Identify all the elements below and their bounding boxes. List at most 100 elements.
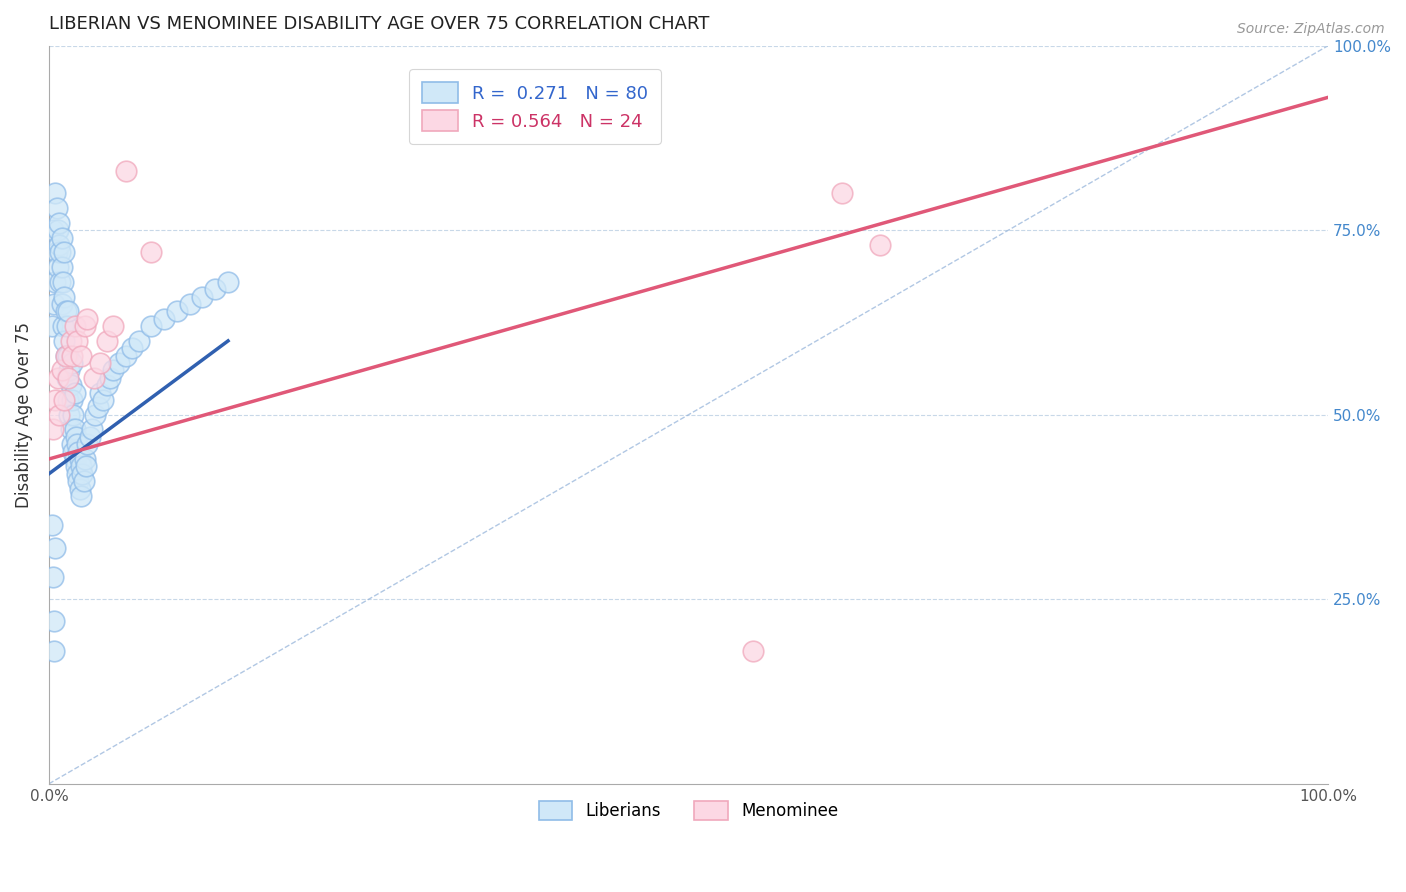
Point — [52, 275, 75, 289]
Point — [42, 570, 65, 584]
Point — [44, 186, 66, 201]
Point — [179, 297, 201, 311]
Point — [191, 290, 214, 304]
Point — [58, 363, 80, 377]
Point — [48, 408, 70, 422]
Point — [101, 363, 124, 377]
Point — [76, 311, 98, 326]
Point — [73, 319, 96, 334]
Point — [53, 392, 76, 407]
Point — [79, 430, 101, 444]
Point — [56, 371, 79, 385]
Point — [741, 644, 763, 658]
Point — [70, 459, 93, 474]
Y-axis label: Disability Age Over 75: Disability Age Over 75 — [15, 322, 32, 508]
Point — [41, 518, 63, 533]
Point — [51, 260, 73, 274]
Point — [831, 186, 853, 201]
Point — [53, 245, 76, 260]
Point — [53, 334, 76, 348]
Point — [42, 615, 65, 629]
Point — [86, 401, 108, 415]
Point — [44, 275, 66, 289]
Legend: Liberians, Menominee: Liberians, Menominee — [533, 795, 845, 827]
Point — [56, 319, 79, 334]
Point — [82, 422, 104, 436]
Point — [69, 482, 91, 496]
Point — [52, 319, 75, 334]
Point — [55, 304, 77, 318]
Point — [96, 334, 118, 348]
Point — [63, 422, 86, 436]
Point — [166, 304, 188, 318]
Point — [89, 356, 111, 370]
Point — [56, 371, 79, 385]
Point — [128, 334, 150, 348]
Point — [65, 459, 87, 474]
Point — [141, 319, 163, 334]
Point — [67, 444, 90, 458]
Point — [70, 467, 93, 481]
Point — [66, 334, 89, 348]
Point — [42, 297, 65, 311]
Point — [51, 297, 73, 311]
Point — [60, 437, 83, 451]
Point — [153, 311, 176, 326]
Point — [51, 363, 73, 377]
Point — [76, 437, 98, 451]
Point — [60, 392, 83, 407]
Point — [72, 474, 94, 488]
Point — [69, 452, 91, 467]
Point — [83, 371, 105, 385]
Point — [44, 541, 66, 555]
Point — [51, 230, 73, 244]
Point — [70, 349, 93, 363]
Text: LIBERIAN VS MENOMINEE DISABILITY AGE OVER 75 CORRELATION CHART: LIBERIAN VS MENOMINEE DISABILITY AGE OVE… — [49, 15, 710, 33]
Point — [60, 356, 83, 370]
Point — [44, 392, 66, 407]
Point — [46, 223, 69, 237]
Point — [58, 408, 80, 422]
Point — [121, 341, 143, 355]
Point — [66, 437, 89, 451]
Point — [59, 422, 82, 436]
Point — [49, 245, 72, 260]
Point — [204, 282, 226, 296]
Point — [59, 378, 82, 392]
Point — [48, 216, 70, 230]
Point — [45, 245, 67, 260]
Point — [65, 430, 87, 444]
Point — [70, 489, 93, 503]
Point — [55, 349, 77, 363]
Point — [56, 392, 79, 407]
Point — [73, 452, 96, 467]
Point — [114, 164, 136, 178]
Point — [869, 238, 891, 252]
Point — [56, 349, 79, 363]
Point — [84, 408, 107, 422]
Point — [62, 408, 84, 422]
Point — [41, 319, 63, 334]
Point — [56, 304, 79, 318]
Point — [63, 385, 86, 400]
Point — [45, 201, 67, 215]
Point — [101, 319, 124, 334]
Text: Source: ZipAtlas.com: Source: ZipAtlas.com — [1237, 22, 1385, 37]
Point — [100, 371, 122, 385]
Point — [48, 238, 70, 252]
Point — [75, 459, 97, 474]
Point — [108, 356, 131, 370]
Point — [63, 319, 86, 334]
Point — [66, 467, 89, 481]
Point — [42, 422, 65, 436]
Point — [67, 474, 90, 488]
Point — [62, 444, 84, 458]
Point — [46, 371, 69, 385]
Point — [91, 392, 114, 407]
Point — [42, 644, 65, 658]
Point — [63, 452, 86, 467]
Point — [55, 349, 77, 363]
Point — [42, 223, 65, 237]
Point — [96, 378, 118, 392]
Point — [141, 245, 163, 260]
